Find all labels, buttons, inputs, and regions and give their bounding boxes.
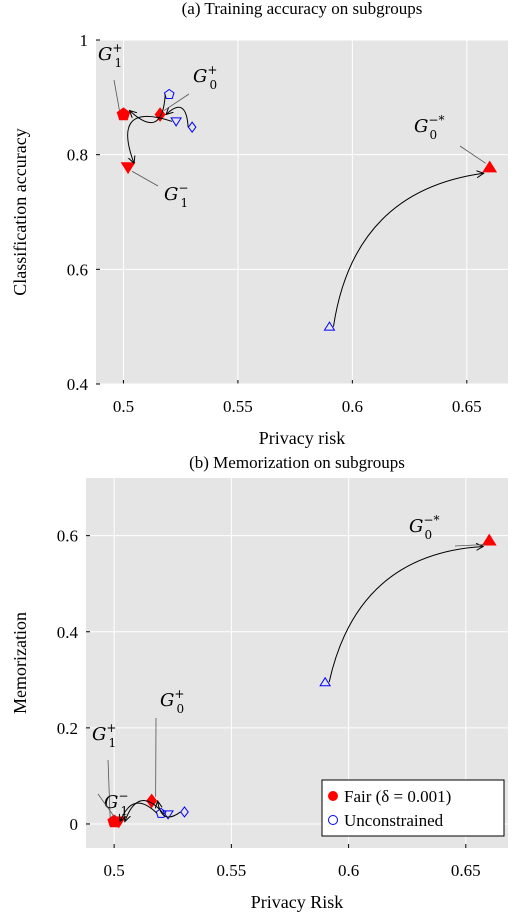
- leader-g1-minus: [97, 793, 116, 818]
- y-tick-label: 0.2: [57, 719, 78, 738]
- x-axis-label: Privacy Risk: [251, 892, 344, 912]
- leader-g1-plus: [113, 79, 120, 111]
- x-tick-label: 0.65: [452, 397, 482, 416]
- y-axis-label: Memorization: [10, 612, 30, 714]
- unconstrained-point-g0-plus: [180, 806, 189, 818]
- legend-unconstrained-marker: [328, 815, 338, 825]
- y-tick-label: 0.4: [67, 375, 89, 394]
- label-g1-plus: G+ 1: [98, 41, 122, 70]
- unconstrained-point-g1-minus: [162, 810, 174, 820]
- x-tick-label: 0.5: [104, 861, 125, 880]
- chart-training-accuracy: (a) Training accuracy on subgroups 0.5 0.5…: [10, 0, 508, 448]
- legend: Fair (δ = 0.001) Unconstrained: [321, 779, 505, 837]
- plot-area: [96, 40, 508, 384]
- y-axis-label: Classification accuracy: [10, 128, 30, 295]
- fair-point-g1-plus: [116, 107, 131, 121]
- y-tick-label: 0: [70, 815, 79, 834]
- leader-g0-minus-star: [459, 145, 486, 164]
- arrow-g0-minus-star: [328, 546, 483, 683]
- y-tick-label: 0.4: [57, 623, 79, 642]
- chart-title: (b) Memorization on subgroups: [189, 453, 405, 472]
- arrow-g1-minus: [125, 800, 165, 822]
- legend-fair-label: Fair (δ = 0.001): [344, 787, 451, 806]
- arrow-g0-plus: [166, 106, 189, 128]
- unconstrained-point-g0-minus-star: [319, 676, 332, 687]
- x-tick-label: 0.6: [342, 397, 363, 416]
- label-g0-minus-star: G−* 0: [414, 113, 444, 142]
- leader-g0-plus: [163, 93, 190, 111]
- legend-box: [321, 779, 505, 837]
- legend-fair-marker: [328, 791, 338, 801]
- x-axis-label: Privacy risk: [259, 428, 345, 448]
- fair-point-g0-minus-star: [481, 533, 497, 546]
- unconstrained-point-g0-minus-star: [323, 321, 336, 331]
- leader-g1-plus: [107, 759, 111, 818]
- chart-title: (a) Training accuracy on subgroups: [182, 0, 423, 18]
- x-tick-label: 0.5: [113, 397, 134, 416]
- legend-unconstrained-label: Unconstrained: [344, 811, 444, 830]
- arrow-g0-minus-star: [332, 173, 483, 327]
- y-tick-label: 0.8: [67, 146, 88, 165]
- arrow-g0-plus: [158, 801, 181, 818]
- y-tick-label: 0.6: [67, 260, 88, 279]
- x-tick-label: 0.65: [451, 861, 481, 880]
- label-g1-plus: G+ 1: [92, 721, 116, 750]
- y-tick-label: 1: [80, 31, 89, 50]
- arrow-g1-plus: [129, 94, 166, 123]
- x-tick-label: 0.55: [223, 397, 253, 416]
- x-tick-label: 0.55: [216, 861, 246, 880]
- unconstrained-point-g0-plus: [187, 121, 197, 133]
- x-tick-label: 0.6: [338, 861, 359, 880]
- arrow-g1-minus: [127, 115, 173, 163]
- fair-point-g0-minus-star: [482, 160, 498, 173]
- unconstrained-point-g1-plus: [163, 88, 175, 99]
- label-g0-plus: G+ 0: [160, 687, 184, 716]
- label-g1-minus: G− 1: [164, 181, 188, 210]
- chart-memorization: (b) Memorization on subgroups 0.5 0.55 0.6 0…: [10, 453, 508, 912]
- unconstrained-point-g1-minus: [170, 117, 183, 127]
- label-g0-plus: G+ 0: [193, 63, 217, 92]
- y-tick-label: 0.6: [57, 527, 78, 546]
- label-g0-minus-star: G−* 0: [409, 513, 439, 542]
- leader-g0-minus-star: [454, 544, 486, 547]
- leader-g1-minus: [131, 170, 159, 187]
